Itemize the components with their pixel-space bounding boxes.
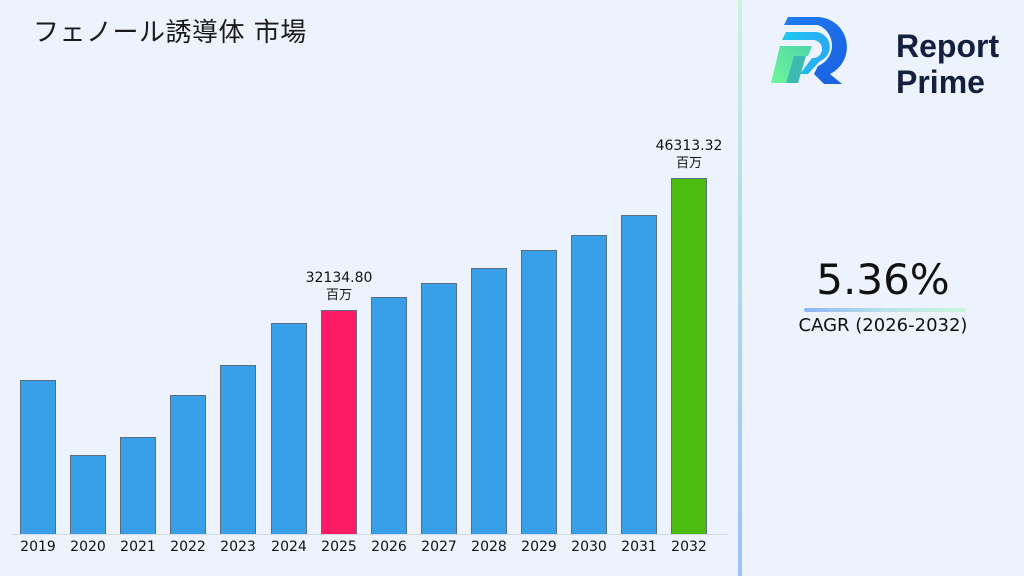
x-tick-label: 2019 — [20, 539, 56, 555]
bar-2024 — [271, 323, 307, 534]
x-tick-label: 2023 — [220, 539, 256, 555]
chart-title: フェノール誘導体 市場 — [33, 18, 307, 48]
brand-line-1: Report — [896, 28, 1000, 64]
bar-2026 — [371, 297, 407, 534]
report-prime-logo-icon — [771, 17, 847, 84]
bar-2021 — [120, 437, 156, 534]
x-tick-label: 2025 — [321, 539, 357, 555]
x-tick-label: 2026 — [371, 539, 407, 555]
brand-name: Report Prime — [896, 28, 999, 100]
summary-panel: Report Prime 5.36% CAGR (2026-2032) — [742, 0, 1024, 576]
x-tick-label: 2032 — [671, 539, 707, 555]
value-unit: 百万 — [675, 156, 702, 171]
panel-divider — [738, 0, 742, 576]
bar-2031 — [621, 215, 657, 534]
cagr-label: CAGR (2026-2032) — [798, 315, 968, 336]
chart-area: フェノール誘導体 市場 2019 2020 2021 2022 2023 2024 2025… — [12, 18, 739, 555]
bar-2023 — [220, 365, 256, 534]
x-tick-label: 2031 — [621, 539, 657, 555]
brand-line-2: Prime — [896, 64, 985, 100]
value-number: 32134.80 — [305, 270, 373, 286]
x-tick-label: 2024 — [271, 539, 307, 555]
bar-2028 — [471, 268, 507, 534]
x-tick-label: 2030 — [571, 539, 607, 555]
x-tick-label: 2028 — [471, 539, 507, 555]
bar-2019 — [20, 380, 56, 534]
bar-2032 — [671, 178, 707, 534]
value-number: 46313.32 — [655, 138, 723, 154]
x-tick-label: 2022 — [170, 539, 206, 555]
x-tick-label: 2021 — [120, 539, 156, 555]
bar-2022 — [170, 395, 206, 534]
value-unit: 百万 — [325, 288, 352, 303]
bar-2025 — [321, 310, 357, 534]
cagr-underline — [804, 308, 966, 312]
x-tick-label: 2029 — [521, 539, 557, 555]
report-prime-logo: Report Prime — [768, 14, 1008, 100]
bar-2030 — [571, 235, 607, 534]
x-tick-label: 2020 — [70, 539, 106, 555]
bar-2029 — [521, 250, 557, 534]
x-tick-label: 2027 — [421, 539, 457, 555]
value-label-2025: 32134.80 百万 — [289, 270, 389, 304]
bar-2020 — [70, 455, 106, 534]
cagr-value: 5.36% — [816, 255, 950, 304]
value-label-2032: 46313.32 百万 — [639, 138, 739, 172]
x-axis-baseline — [12, 534, 728, 535]
bar-2027 — [421, 283, 457, 534]
